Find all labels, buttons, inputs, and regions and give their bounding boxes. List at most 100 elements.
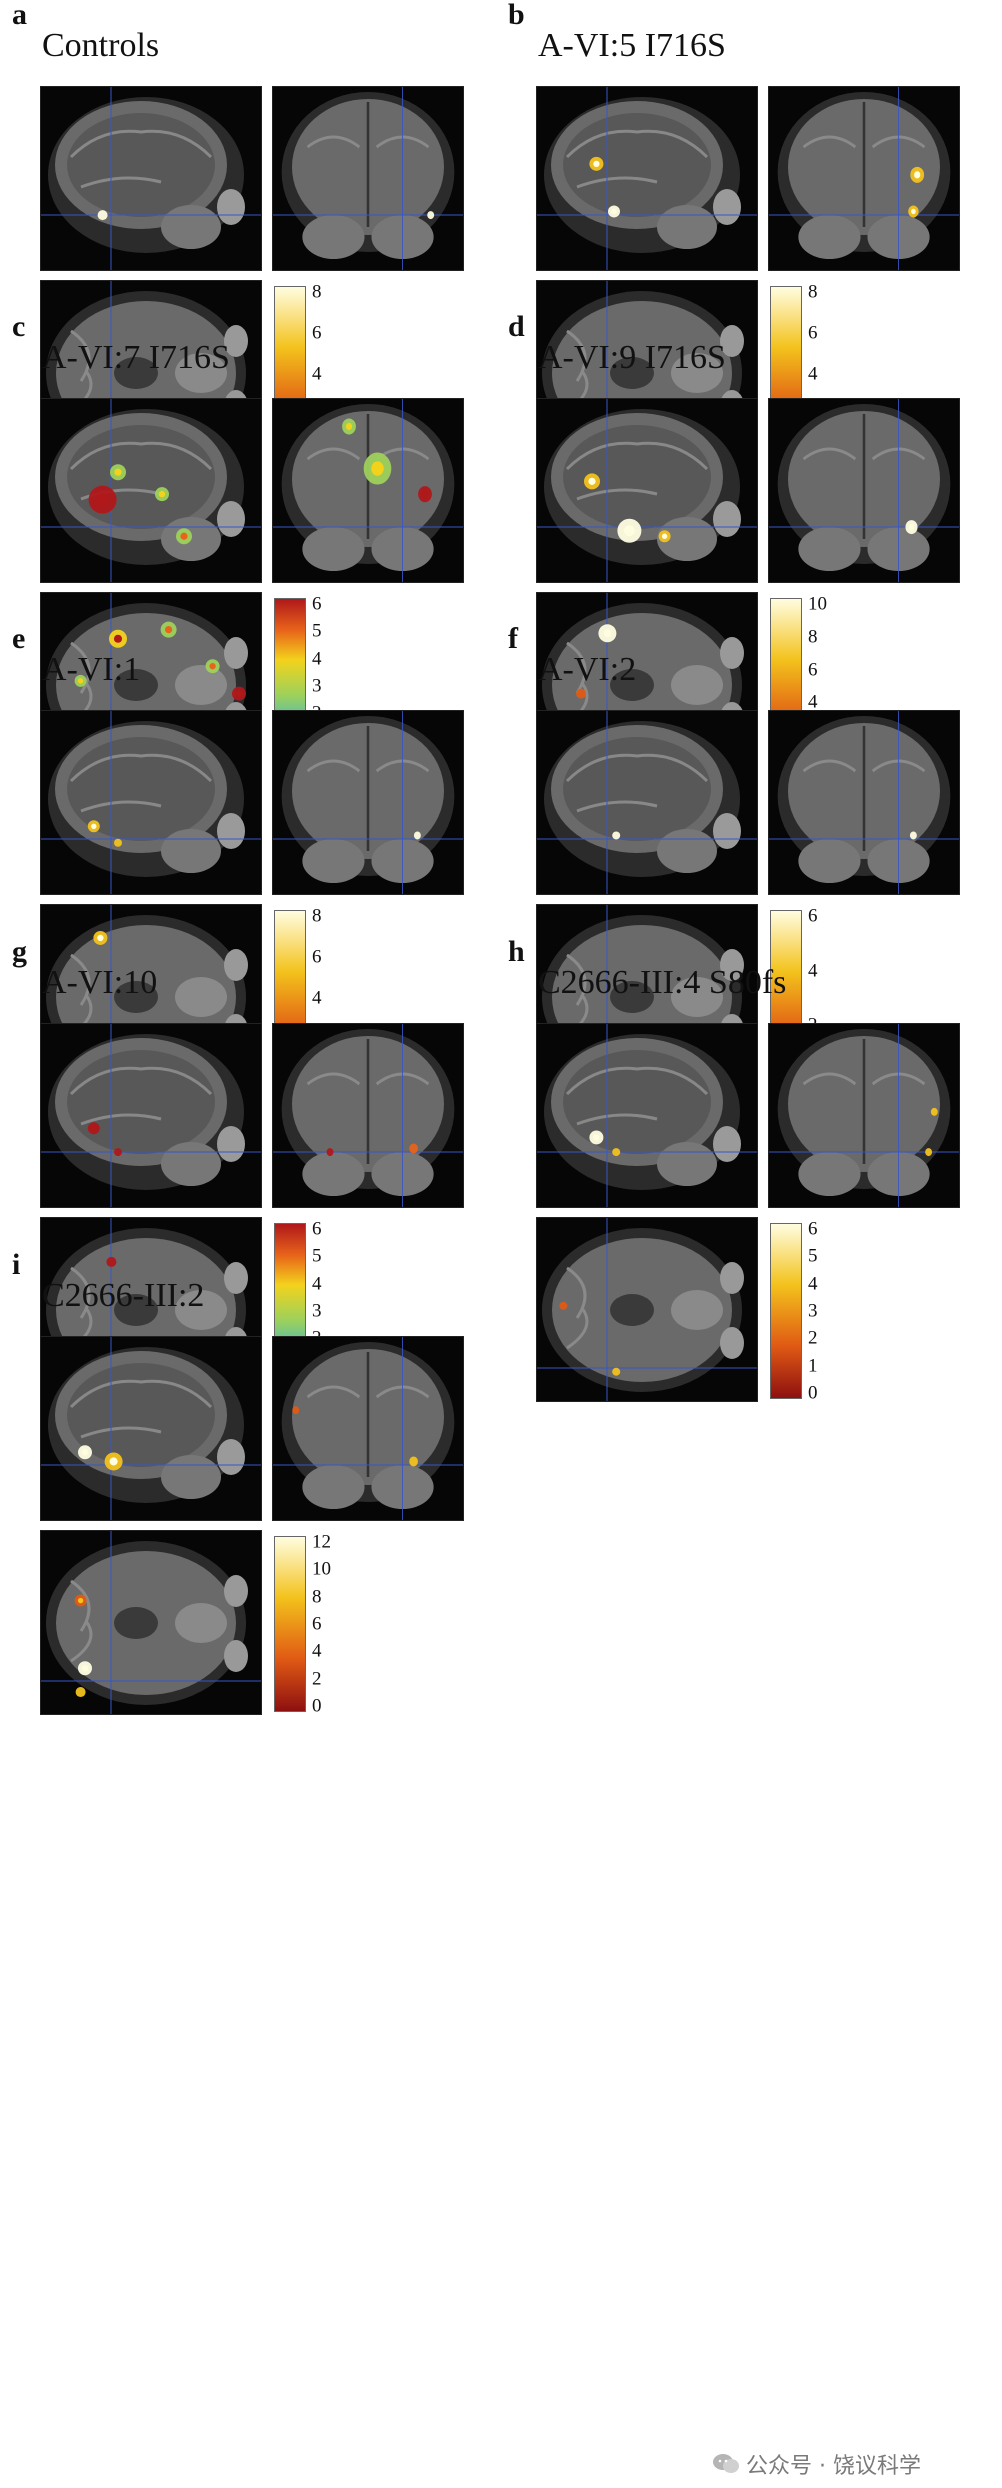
mri-coronal-view xyxy=(768,398,960,583)
colorbar-tick-label: 4 xyxy=(312,1273,322,1295)
activation-blob xyxy=(75,1687,86,1698)
panel-letter: g xyxy=(12,935,27,968)
colorbar-tick-label: 6 xyxy=(312,593,322,615)
activation-blob xyxy=(409,1143,418,1154)
activation-blob-core xyxy=(914,171,921,179)
colorbar-tick-label: 8 xyxy=(312,1586,322,1608)
colorbar-tick-label: 6 xyxy=(312,322,322,344)
colorbar-tick-label: 4 xyxy=(808,1273,818,1295)
activation-blob-core xyxy=(209,663,216,670)
mri-coronal-view xyxy=(272,1336,464,1521)
activation-blob-core xyxy=(908,523,915,531)
panel-title: A-VI:2 xyxy=(538,651,637,688)
colorbar-tick-label: 6 xyxy=(808,905,818,927)
mri-sagittal-view xyxy=(40,86,262,271)
activation-blob-core xyxy=(588,477,596,485)
activation-blob xyxy=(106,1256,117,1267)
figure-panel-a: aControls86420 xyxy=(12,0,492,480)
figure-panel-i: i C2666-III:2 12 10 8 6 4 2 0 xyxy=(12,1250,492,1730)
panel-title: A-VI:1 xyxy=(42,651,141,688)
activation-blob-core xyxy=(114,468,122,476)
colorbar-tick-label: 4 xyxy=(312,1640,322,1662)
colorbar-tick-label: 4 xyxy=(312,363,322,385)
activation-blob-core xyxy=(180,532,188,540)
activation-blob-core xyxy=(91,1125,97,1132)
mri-sagittal-view xyxy=(536,86,758,271)
colorbar-tick-label: 12 xyxy=(312,1531,331,1553)
colorbar-tick-label: 10 xyxy=(808,593,827,615)
colorbar-tick-label: 0 xyxy=(312,1695,322,1717)
colorbar-tick-label: 2 xyxy=(808,1327,818,1349)
activation-blob xyxy=(114,1148,122,1157)
activation-blob-core xyxy=(96,493,109,506)
activation-blob-core xyxy=(624,525,635,537)
panel-letter: d xyxy=(508,310,525,343)
mri-axial-view xyxy=(536,1217,758,1402)
activation-blob xyxy=(612,1148,621,1157)
colorbar-tick-label: 3 xyxy=(312,675,322,697)
panel-letter: e xyxy=(12,622,26,655)
panel-letter: h xyxy=(508,935,525,968)
activation-blob-core xyxy=(421,490,429,498)
activation-blob-core xyxy=(911,208,916,215)
colorbar-tick-label: 3 xyxy=(312,1300,322,1322)
panel-title: Controls xyxy=(42,27,160,64)
colorbar-tick-label: 6 xyxy=(312,1218,322,1240)
colorbar-hot xyxy=(274,1536,306,1712)
panel-title: A-VI:10 xyxy=(42,964,158,1001)
colorbar-tick-label: 4 xyxy=(312,987,322,1009)
activation-blob-core xyxy=(603,629,612,638)
activation-blob-core xyxy=(91,823,97,829)
colorbar-tick-label: 4 xyxy=(808,363,818,385)
activation-blob xyxy=(114,838,122,847)
activation-blob-core xyxy=(165,626,173,634)
panel-letter: f xyxy=(508,622,518,655)
panel-title: C2666-III:2 xyxy=(42,1277,205,1314)
mri-sagittal-view xyxy=(536,1023,758,1208)
panel-letter: c xyxy=(12,310,26,343)
mri-coronal-view xyxy=(272,86,464,271)
activation-blob xyxy=(427,211,435,220)
activation-blob xyxy=(925,1148,933,1157)
colorbar-hot xyxy=(770,1223,802,1399)
activation-blob-core xyxy=(113,634,123,643)
activation-blob-core xyxy=(371,461,384,476)
colorbar-tick-label: 5 xyxy=(312,1245,322,1267)
panel-letter: b xyxy=(508,0,525,31)
panel-title: A-VI:9 I716S xyxy=(538,339,726,376)
activation-blob-core xyxy=(593,1134,600,1141)
panel-letter: i xyxy=(12,1248,21,1281)
activation-blob-core xyxy=(81,1449,89,1456)
panel-title: A-VI:5 I716S xyxy=(538,27,726,64)
activation-blob xyxy=(576,688,586,699)
activation-blob xyxy=(612,831,621,840)
mri-sagittal-view xyxy=(40,398,262,583)
activation-blob-core xyxy=(158,491,166,498)
activation-blob-core xyxy=(77,678,84,684)
colorbar-tick-label: 6 xyxy=(808,1218,818,1240)
mri-coronal-view xyxy=(272,1023,464,1208)
activation-blob-core xyxy=(235,690,243,697)
mri-axial-view xyxy=(40,1530,262,1715)
figure-panel-h: h C2666-III:4 S80fs 6 5 4 3 2 1 0 xyxy=(508,937,988,1417)
activation-blob xyxy=(413,831,421,840)
activation-blob xyxy=(292,1406,300,1415)
colorbar-tick-label: 10 xyxy=(312,1558,331,1580)
mri-coronal-view xyxy=(768,710,960,895)
colorbar-tick-label: 6 xyxy=(312,1613,322,1635)
activation-blob-core xyxy=(345,422,353,431)
colorbar-tick-label: 5 xyxy=(808,1245,818,1267)
panel-title: C2666-III:4 S80fs xyxy=(538,964,787,1001)
activation-blob xyxy=(612,1367,621,1376)
colorbar-tick-label: 1 xyxy=(808,1355,818,1377)
mri-coronal-view xyxy=(768,86,960,271)
colorbar-tick-label: 6 xyxy=(808,659,818,681)
colorbar-tick-label: 5 xyxy=(312,620,322,642)
colorbar-tick-label: 8 xyxy=(808,626,818,648)
colorbar-tick-label: 4 xyxy=(312,648,322,670)
activation-blob-core xyxy=(661,533,668,539)
mri-coronal-view xyxy=(272,398,464,583)
activation-blob-core xyxy=(611,208,617,215)
watermark: 公众号 · 饶议科学 xyxy=(712,2448,921,2481)
activation-blob-core xyxy=(109,1457,118,1466)
